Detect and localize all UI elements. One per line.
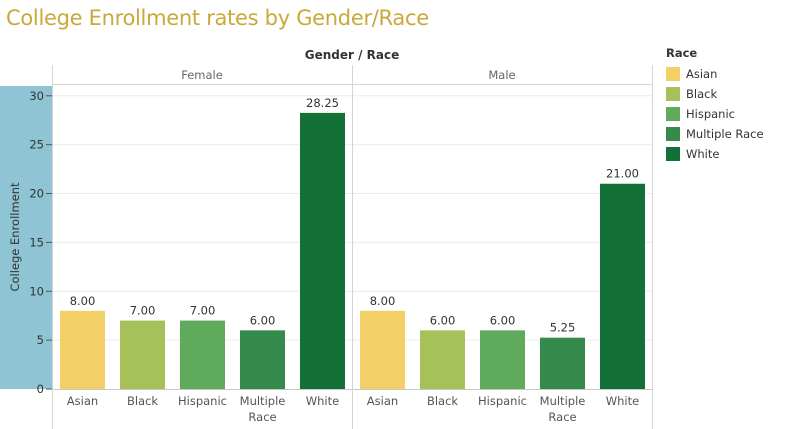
legend-swatch xyxy=(666,87,680,101)
legend-swatch xyxy=(666,127,680,141)
data-label: 8.00 xyxy=(70,294,96,308)
legend-label: Hispanic xyxy=(686,107,735,121)
y-tick-label: 0 xyxy=(37,382,44,396)
y-tick-label: 25 xyxy=(29,138,44,152)
panel-header-female: Female xyxy=(181,68,223,82)
legend: Race Asian Black Hispanic Multiple Race Whit… xyxy=(666,46,764,164)
column-header: Gender / Race xyxy=(305,48,400,62)
y-tick-label: 30 xyxy=(29,89,44,103)
data-label: 6.00 xyxy=(430,313,456,327)
x-tick-label: White xyxy=(606,394,639,408)
x-tick-label: Race xyxy=(548,410,576,424)
data-label: 5.25 xyxy=(550,321,576,335)
x-tick-label: Multiple xyxy=(240,394,286,408)
bar-female-black xyxy=(120,320,165,389)
data-label: 21.00 xyxy=(606,167,639,181)
legend-swatch xyxy=(666,147,680,161)
data-label: 8.00 xyxy=(370,294,396,308)
x-tick-label: Multiple xyxy=(540,394,586,408)
bar-male-hispanic xyxy=(480,330,525,389)
chart-title: College Enrollment rates by Gender/Race xyxy=(6,6,429,30)
data-label: 7.00 xyxy=(130,304,156,318)
x-tick-label: Asian xyxy=(367,394,398,408)
bar-male-asian xyxy=(360,310,405,389)
y-tick-label: 5 xyxy=(37,333,44,347)
bar-male-multiple-race xyxy=(540,337,585,389)
bar-female-hispanic xyxy=(180,320,225,389)
y-tick-label: 20 xyxy=(29,187,44,201)
x-tick-label: Hispanic xyxy=(178,394,227,408)
legend-item-multiple-race[interactable]: Multiple Race xyxy=(666,124,764,144)
y-tick-label: 15 xyxy=(29,235,44,249)
data-label: 28.25 xyxy=(306,96,339,110)
legend-swatch xyxy=(666,67,680,81)
legend-item-black[interactable]: Black xyxy=(666,84,764,104)
bar-female-white xyxy=(300,112,345,390)
panel-header-male: Male xyxy=(488,68,515,82)
bar-male-white xyxy=(600,183,645,389)
legend-label: Black xyxy=(686,87,718,101)
x-tick-label: Hispanic xyxy=(478,394,527,408)
legend-item-hispanic[interactable]: Hispanic xyxy=(666,104,764,124)
legend-items: Asian Black Hispanic Multiple Race White xyxy=(666,64,764,164)
legend-item-white[interactable]: White xyxy=(666,144,764,164)
data-label: 6.00 xyxy=(490,313,516,327)
y-tick-label: 10 xyxy=(29,284,44,298)
x-tick-label: Race xyxy=(248,410,276,424)
x-tick-label: Asian xyxy=(67,394,98,408)
y-axis-label: College Enrollment xyxy=(8,182,22,292)
data-label: 7.00 xyxy=(190,304,216,318)
legend-title: Race xyxy=(666,46,698,60)
x-tick-label: White xyxy=(306,394,339,408)
legend-label: White xyxy=(686,147,720,161)
legend-label: Multiple Race xyxy=(686,127,764,141)
legend-label: Asian xyxy=(686,67,718,81)
x-tick-label: Black xyxy=(127,394,158,408)
bar-male-black xyxy=(420,330,465,389)
data-label: 6.00 xyxy=(250,313,276,327)
legend-swatch xyxy=(666,107,680,121)
bar-female-multiple-race xyxy=(240,330,285,389)
y-axis-band xyxy=(0,86,52,389)
bar-female-asian xyxy=(60,310,105,389)
x-tick-label: Black xyxy=(427,394,458,408)
legend-item-asian[interactable]: Asian xyxy=(666,64,764,84)
